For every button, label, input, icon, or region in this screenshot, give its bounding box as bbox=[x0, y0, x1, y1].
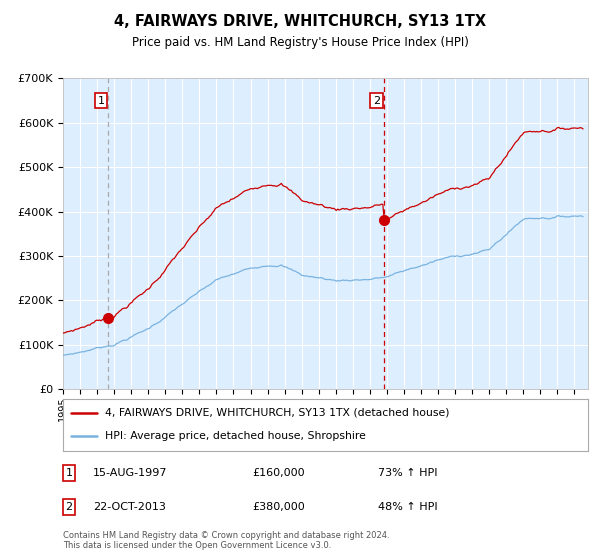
Text: 1: 1 bbox=[65, 468, 73, 478]
Text: 4, FAIRWAYS DRIVE, WHITCHURCH, SY13 1TX: 4, FAIRWAYS DRIVE, WHITCHURCH, SY13 1TX bbox=[114, 14, 486, 29]
Text: 22-OCT-2013: 22-OCT-2013 bbox=[93, 502, 166, 512]
Text: 2: 2 bbox=[65, 502, 73, 512]
Text: Price paid vs. HM Land Registry's House Price Index (HPI): Price paid vs. HM Land Registry's House … bbox=[131, 36, 469, 49]
Text: £380,000: £380,000 bbox=[252, 502, 305, 512]
Text: £160,000: £160,000 bbox=[252, 468, 305, 478]
Text: 4, FAIRWAYS DRIVE, WHITCHURCH, SY13 1TX (detached house): 4, FAIRWAYS DRIVE, WHITCHURCH, SY13 1TX … bbox=[105, 408, 449, 418]
Text: 2: 2 bbox=[373, 96, 380, 106]
Text: HPI: Average price, detached house, Shropshire: HPI: Average price, detached house, Shro… bbox=[105, 431, 366, 441]
Text: 73% ↑ HPI: 73% ↑ HPI bbox=[378, 468, 437, 478]
Text: 48% ↑ HPI: 48% ↑ HPI bbox=[378, 502, 437, 512]
Text: 1: 1 bbox=[97, 96, 104, 106]
Text: Contains HM Land Registry data © Crown copyright and database right 2024.
This d: Contains HM Land Registry data © Crown c… bbox=[63, 531, 389, 550]
Text: 15-AUG-1997: 15-AUG-1997 bbox=[93, 468, 167, 478]
